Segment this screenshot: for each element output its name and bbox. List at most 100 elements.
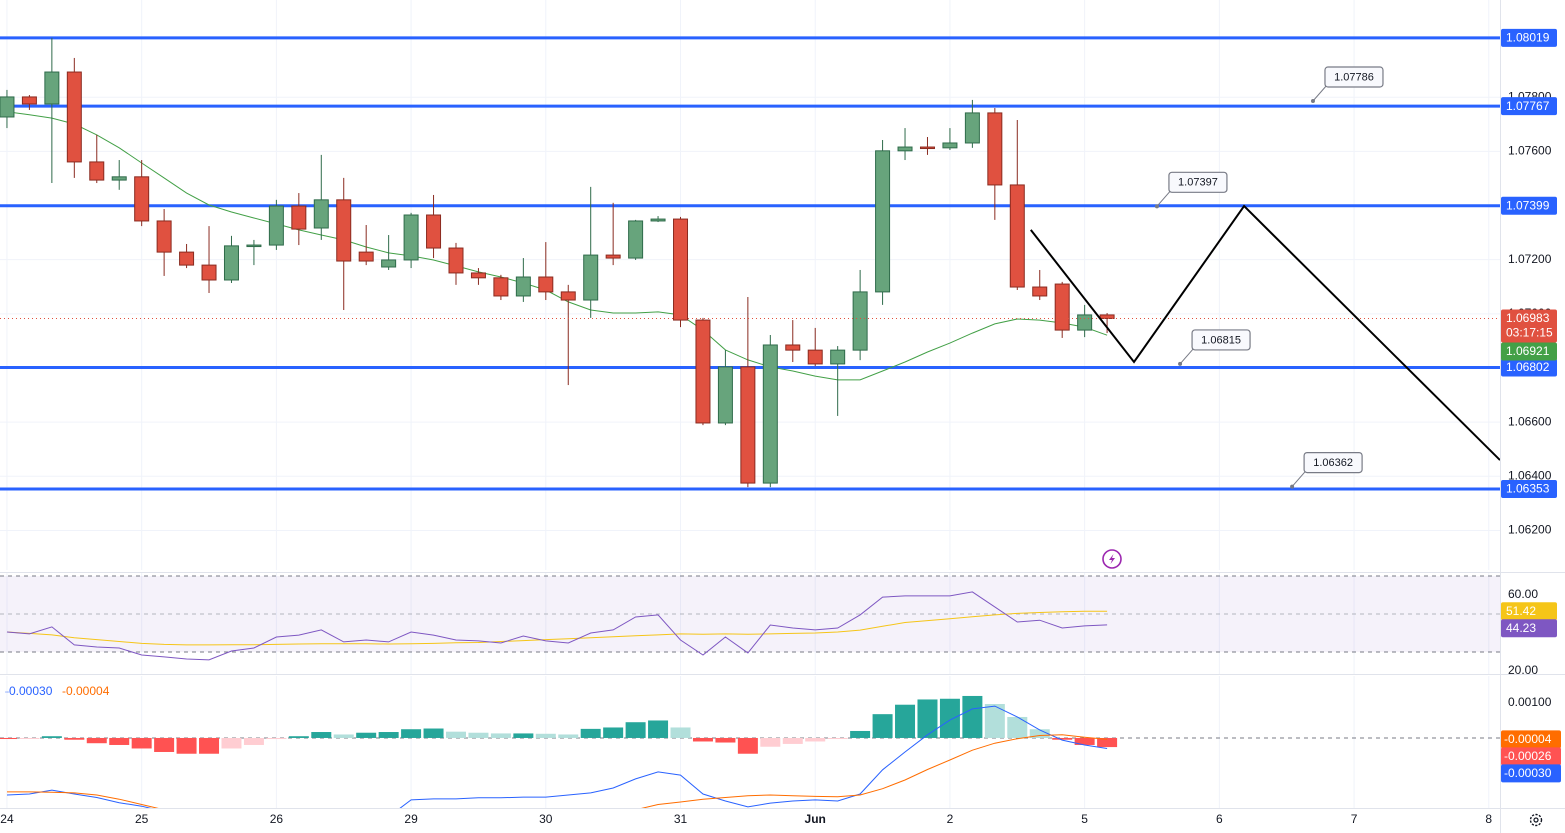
x-tick-label: 5 (1081, 812, 1088, 826)
x-tick-label: 6 (1216, 812, 1223, 826)
level-badge-bg (1501, 196, 1557, 215)
callout-pointer (1291, 470, 1307, 487)
indicator-value: -0.00030 (5, 684, 53, 698)
level-badge-bg (1501, 97, 1557, 116)
histogram-bar (513, 733, 534, 738)
countdown: 03:17:15 (1506, 326, 1553, 340)
candle-body (740, 366, 756, 484)
callout-anchor (1290, 484, 1295, 489)
x-tick-label: 25 (135, 812, 149, 826)
projection-path (1030, 204, 1500, 461)
x-tick-label: 8 (1485, 812, 1492, 826)
callout-anchor (1154, 204, 1159, 209)
histogram-bar (468, 732, 489, 738)
candle-body (381, 259, 397, 268)
series-line (6, 705, 1108, 808)
candle-body (21, 96, 37, 105)
callout-label: 1.07786 (1334, 71, 1374, 83)
histogram-bar (86, 737, 107, 744)
macd-badge: -0.00004 (1504, 732, 1552, 746)
pane: 1.07786 1.07397 1.06815 1.06362 (0, 0, 1500, 570)
histogram-bar (1052, 737, 1073, 740)
x-tick-label: 26 (270, 812, 284, 826)
candle-body (201, 264, 217, 281)
callout-label: 1.06815 (1201, 334, 1241, 346)
histogram-bar (176, 737, 197, 754)
candle-body (695, 319, 711, 424)
histogram-bar (827, 737, 848, 740)
rsi-badge: 51.42 (1506, 604, 1536, 618)
candle-body (942, 142, 958, 149)
candle-body (134, 176, 150, 222)
candle-body (0, 96, 15, 118)
histogram-bar (0, 737, 17, 740)
candle-body (1032, 286, 1048, 297)
histogram-bar (1074, 737, 1095, 745)
gear-inner (1533, 817, 1539, 823)
histogram-bar (109, 737, 130, 745)
histogram-bar (311, 732, 332, 738)
candle-body (964, 112, 980, 144)
candle-body (268, 205, 284, 246)
histogram-bar (737, 737, 758, 754)
histogram-bar (266, 737, 287, 740)
level-badge: 1.08019 (1506, 31, 1550, 45)
histogram-bar (221, 737, 242, 749)
y-tick-label: 1.06600 (1508, 414, 1552, 428)
level-badge-bg (1501, 28, 1557, 47)
y-tick-label: 1.07600 (1508, 144, 1552, 158)
x-tick-label: 31 (674, 812, 688, 826)
candle-body (403, 214, 419, 261)
candle-body (1099, 314, 1115, 319)
histogram-bar (805, 737, 826, 742)
callout-pointer (1179, 347, 1195, 365)
candle-body (987, 112, 1003, 186)
histogram-bar (378, 732, 399, 738)
histogram-bar (423, 728, 444, 738)
histogram-bar (535, 733, 556, 738)
histogram-bar (939, 698, 960, 738)
alert-circle (1102, 549, 1122, 569)
candle-body (762, 344, 778, 484)
y-tick-label: 20.00 (1508, 663, 1538, 677)
series-line (6, 111, 1108, 381)
histogram-bar (603, 727, 624, 738)
x-tick-label: 2 (947, 812, 954, 826)
level-badge: 1.06353 (1506, 482, 1550, 496)
callout-box (1191, 329, 1251, 351)
histogram-bar (850, 730, 871, 738)
histogram-bar (199, 737, 220, 754)
x-tick-label: 7 (1351, 812, 1358, 826)
rsi-badge-bg (1501, 602, 1557, 621)
histogram-bar (154, 737, 175, 752)
callout-box (1324, 66, 1384, 88)
pane (0, 676, 1500, 808)
candle-body (111, 176, 127, 181)
candle-body (538, 276, 554, 293)
histogram-bar (356, 732, 377, 738)
histogram-bar (895, 704, 916, 738)
alert-icon[interactable] (1102, 549, 1122, 569)
histogram-bar (288, 736, 309, 738)
histogram-bar (19, 737, 40, 739)
level-badge: 1.07399 (1506, 198, 1550, 212)
badge-layer: 1.08019 1.07767 1.07399 1.06802 1.06353 1.069… (1501, 28, 1561, 783)
candle-body (291, 205, 307, 230)
candle-body (515, 276, 531, 297)
level-badge-bg (1501, 480, 1557, 499)
y-tick-label: 1.06200 (1508, 523, 1552, 537)
candle-body (650, 218, 666, 222)
candle-body (1054, 283, 1070, 331)
histogram-bar (1029, 729, 1050, 738)
callout-label: 1.06362 (1313, 457, 1353, 469)
candle-body (358, 251, 374, 262)
histogram-bar (917, 699, 938, 738)
macd-badge-bg (1501, 764, 1561, 783)
histogram-bar (558, 734, 579, 738)
histogram-bar (692, 737, 713, 742)
settings-icon[interactable] (1529, 813, 1543, 827)
histogram-bar (760, 737, 781, 747)
series-line (6, 591, 1108, 661)
candle-body (830, 349, 846, 365)
